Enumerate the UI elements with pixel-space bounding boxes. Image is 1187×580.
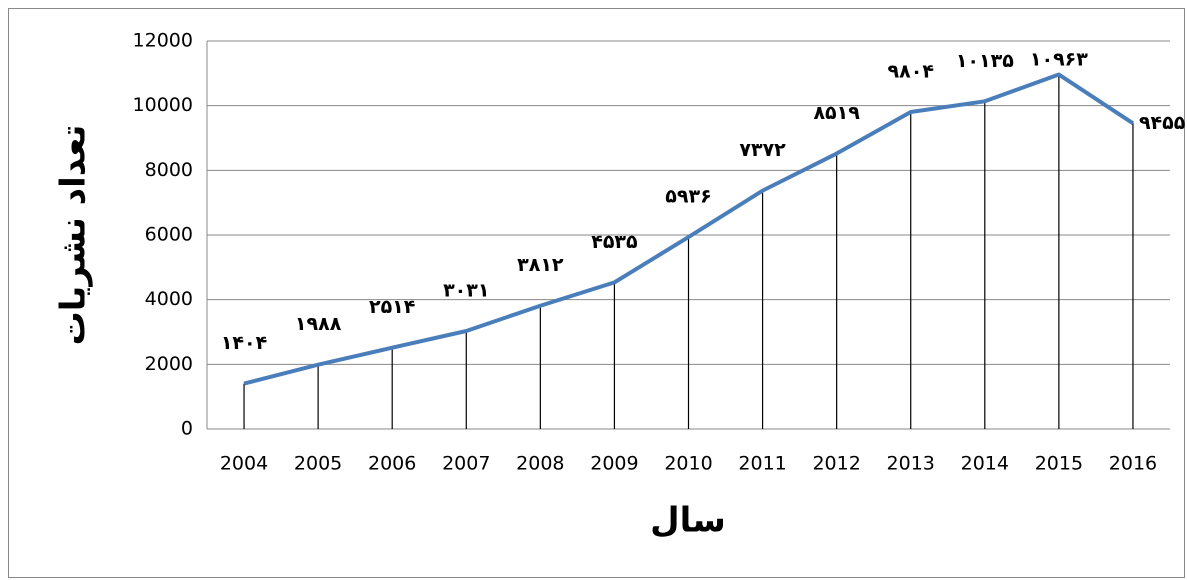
data-label: ۹۸۰۴ [888, 61, 934, 83]
x-tick-label: 2012 [812, 453, 860, 475]
y-tick-label: 10000 [133, 94, 193, 116]
data-label: ۱۰۹۶۳ [1030, 49, 1088, 71]
data-label: ۴۵۳۵ [591, 231, 638, 253]
x-tick-label: 2006 [368, 453, 416, 475]
y-tick-label: 12000 [133, 30, 193, 52]
data-label: ۸۵۱۹ [813, 102, 860, 124]
data-label: ۳۰۳۱ [443, 279, 489, 301]
y-axis-label: تعداد نشریات [54, 125, 94, 346]
data-label: ۱۴۰۴ [221, 332, 267, 354]
y-tick-label: 4000 [145, 288, 193, 310]
x-tick-label: 2013 [887, 453, 935, 475]
x-tick-label: 2004 [220, 453, 268, 475]
chart-frame [8, 8, 1185, 578]
x-tick-label: 2011 [738, 453, 786, 475]
data-label: ۹۴۵۵ [1139, 112, 1186, 134]
data-label: ۳۸۱۲ [517, 254, 564, 276]
x-tick-label: 2016 [1109, 453, 1157, 475]
x-tick-label: 2014 [961, 453, 1009, 475]
y-tick-label: 8000 [145, 159, 193, 181]
data-label: ۲۵۱۴ [369, 296, 415, 318]
y-tick-label: 0 [181, 418, 193, 440]
x-tick-label: 2005 [294, 453, 342, 475]
y-tick-label: 2000 [145, 353, 193, 375]
data-line [243, 72, 1135, 386]
data-label: ۱۰۱۳۵ [956, 50, 1014, 72]
data-label: ۱۹۸۸ [295, 313, 342, 335]
x-axis-label: سال [650, 501, 726, 541]
y-tick-label: 6000 [145, 224, 193, 246]
data-label: ۵۹۳۶ [665, 186, 711, 208]
x-tick-label: 2010 [664, 453, 712, 475]
x-tick-label: 2007 [442, 453, 490, 475]
x-tick-label: 2015 [1035, 453, 1083, 475]
x-tick-label: 2009 [590, 453, 638, 475]
x-tick-label: 2008 [516, 453, 564, 475]
data-label: ۷۳۷۲ [739, 139, 786, 161]
